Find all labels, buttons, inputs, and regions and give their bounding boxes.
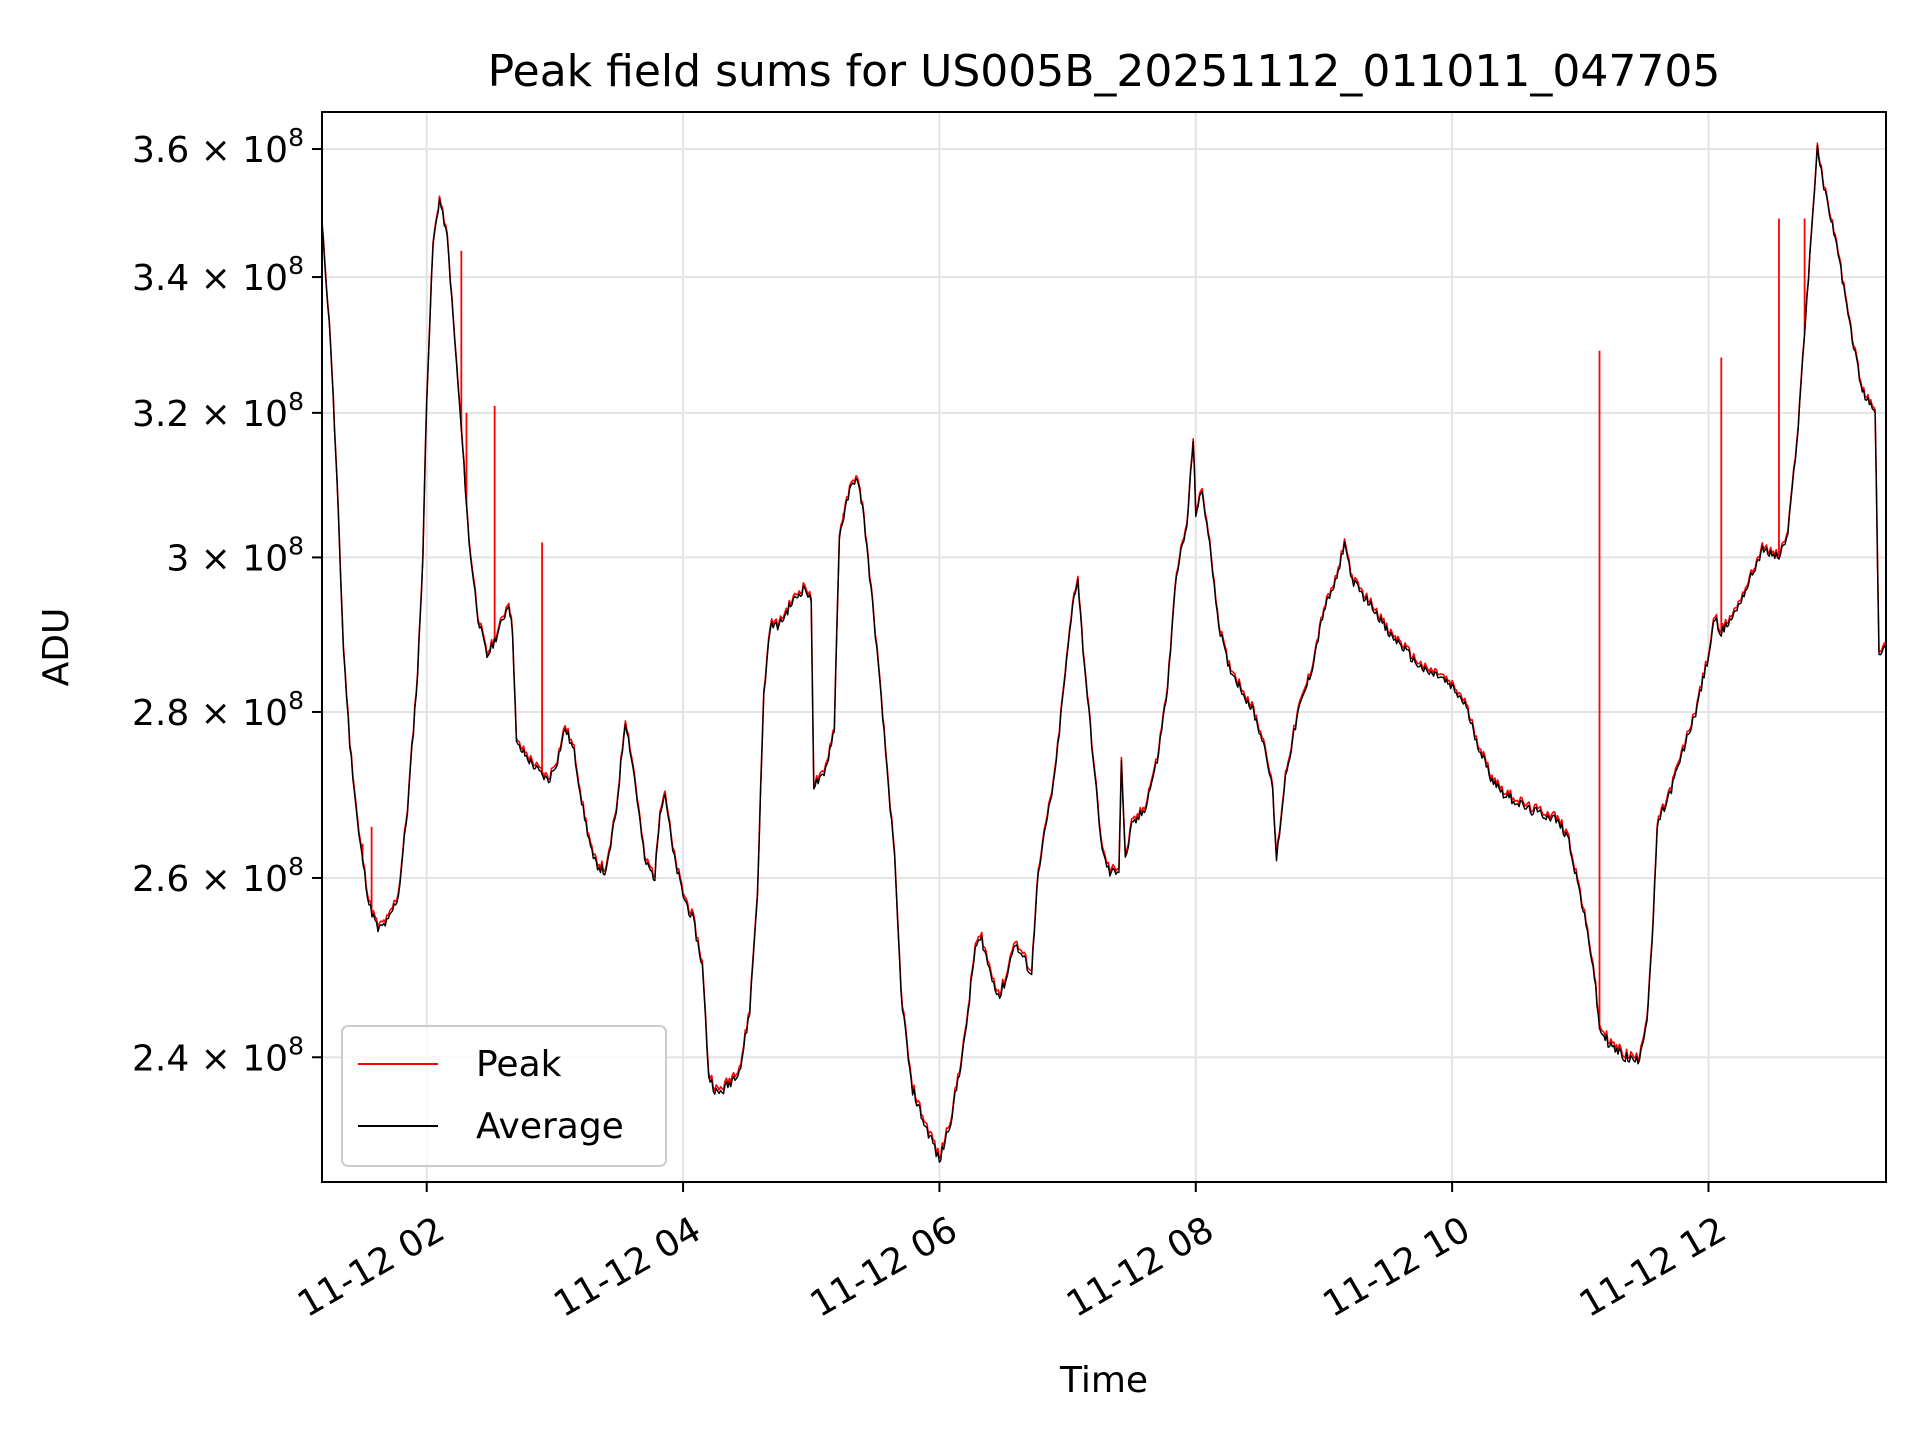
y-tick-label: 3 × 108 <box>166 531 304 579</box>
average-series-line <box>321 144 1887 1163</box>
y-tick-label: 2.6 × 108 <box>132 852 304 900</box>
legend-box <box>341 1025 667 1167</box>
x-axis: 11-12 02 11-12 04 11-12 06 11-12 08 11-12 10… <box>291 1182 1733 1326</box>
series-layer <box>321 142 1887 1163</box>
x-tick-label: 11-12 04 <box>547 1209 708 1325</box>
legend-label-average: Average <box>476 1106 624 1147</box>
y-tick-label: 2.8 × 108 <box>132 686 304 734</box>
x-tick-label: 11-12 12 <box>1573 1209 1734 1325</box>
peak-series-line <box>321 142 1887 1160</box>
legend: Peak Average <box>341 1025 667 1167</box>
y-tick-label: 3.6 × 108 <box>132 123 304 171</box>
x-tick-label: 11-12 06 <box>804 1209 965 1325</box>
plot-frame <box>321 111 1887 1183</box>
x-tick-label: 11-12 08 <box>1060 1209 1221 1325</box>
x-tick-label: 11-12 02 <box>291 1209 452 1325</box>
grid <box>322 112 1886 1182</box>
y-tick-label: 2.4 × 108 <box>132 1031 304 1079</box>
y-tick-label: 3.2 × 108 <box>132 387 304 435</box>
y-tick-label: 3.4 × 108 <box>132 251 304 299</box>
x-tick-label: 11-12 10 <box>1316 1209 1477 1325</box>
legend-label-peak: Peak <box>476 1044 562 1085</box>
x-axis-label: Time <box>1059 1360 1148 1401</box>
y-axis: 2.4 × 108 2.6 × 108 2.8 × 108 3 × 108 3.2 × … <box>132 123 322 1079</box>
y-axis-label: ADU <box>36 608 77 687</box>
chart-title: Peak field sums for US005B_20251112_0110… <box>488 46 1721 97</box>
